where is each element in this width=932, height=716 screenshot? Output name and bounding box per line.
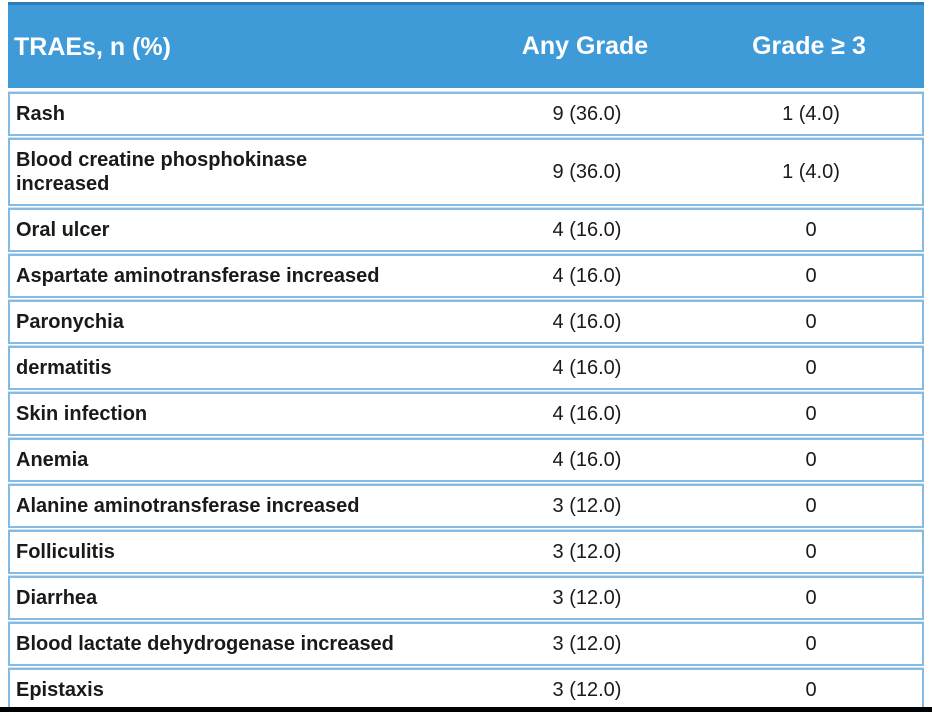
table-row: Anemia 4 (16.0) 0 (8, 438, 924, 482)
table-header-row: TRAEs, n (%) Any Grade Grade ≥ 3 (8, 2, 924, 88)
adverse-event-name: Folliculitis (16, 541, 115, 563)
grade-ge3-value: 0 (805, 540, 817, 563)
grade-ge3-value: 0 (805, 402, 817, 425)
table-row: Epistaxis 3 (12.0) 0 (8, 668, 924, 712)
grade-ge3-value: 0 (805, 586, 817, 609)
table-row: Folliculitis 3 (12.0) 0 (8, 530, 924, 574)
adverse-event-name: Oral ulcer (16, 219, 110, 241)
adverse-event-name: dermatitis (16, 357, 112, 379)
table-row: Blood creatine phosphokinase increased 9 … (8, 138, 924, 206)
any-grade-value: 4 (16.0) (552, 310, 622, 333)
grade-ge3-value: 0 (805, 678, 817, 701)
adverse-event-name: Epistaxis (16, 679, 104, 701)
table-row: Blood lactate dehydrogenase increased 3 (… (8, 622, 924, 666)
adverse-event-name: Alanine aminotransferase increased (16, 495, 360, 517)
adverse-event-name: Diarrhea (16, 587, 98, 609)
table-row: Alanine aminotransferase increased 3 (12.… (8, 484, 924, 528)
table-row: Oral ulcer 4 (16.0) 0 (8, 208, 924, 252)
any-grade-value: 9 (36.0) (552, 102, 622, 125)
any-grade-value: 4 (16.0) (552, 264, 622, 287)
table-row: Rash 9 (36.0) 1 (4.0) (8, 92, 924, 136)
adverse-event-name: Skin infection (16, 403, 148, 425)
grade-ge3-value: 0 (805, 310, 817, 333)
grade-ge3-value: 0 (805, 218, 817, 241)
grade-ge3-value: 0 (805, 632, 817, 655)
bottom-rule (0, 707, 932, 712)
table-row: dermatitis 4 (16.0) 0 (8, 346, 924, 390)
any-grade-value: 4 (16.0) (552, 218, 622, 241)
any-grade-value: 9 (36.0) (552, 160, 622, 183)
table-row: Skin infection 4 (16.0) 0 (8, 392, 924, 436)
adverse-event-name: Blood lactate dehydrogenase increased (16, 633, 394, 655)
column-header-any-grade: Any Grade (521, 32, 649, 60)
table-body: Rash 9 (36.0) 1 (4.0) Blood creatine phosph… (8, 92, 924, 712)
grade-ge3-value: 0 (805, 448, 817, 471)
column-header-traes: TRAEs, n (%) (14, 32, 171, 61)
adverse-event-name: Rash (16, 103, 65, 125)
any-grade-value: 4 (16.0) (552, 448, 622, 471)
column-header-grade-ge3: Grade ≥ 3 (752, 32, 866, 60)
grade-ge3-value: 0 (805, 356, 817, 379)
grade-ge3-value: 0 (805, 264, 817, 287)
any-grade-value: 3 (12.0) (552, 678, 622, 701)
grade-ge3-value: 1 (4.0) (782, 160, 840, 183)
adverse-event-name: Aspartate aminotransferase increased (16, 265, 380, 287)
adverse-event-name: Anemia (16, 449, 89, 471)
any-grade-value: 3 (12.0) (552, 586, 622, 609)
any-grade-value: 3 (12.0) (552, 494, 622, 517)
grade-ge3-value: 1 (4.0) (782, 102, 840, 125)
any-grade-value: 3 (12.0) (552, 540, 622, 563)
any-grade-value: 3 (12.0) (552, 632, 622, 655)
table-row: Aspartate aminotransferase increased 4 (1… (8, 254, 924, 298)
adverse-event-name: Blood creatine phosphokinase increased (16, 149, 308, 195)
adverse-event-name: Paronychia (16, 311, 124, 333)
table-row: Diarrhea 3 (12.0) 0 (8, 576, 924, 620)
grade-ge3-value: 0 (805, 494, 817, 517)
table-row: Paronychia 4 (16.0) 0 (8, 300, 924, 344)
any-grade-value: 4 (16.0) (552, 356, 622, 379)
any-grade-value: 4 (16.0) (552, 402, 622, 425)
